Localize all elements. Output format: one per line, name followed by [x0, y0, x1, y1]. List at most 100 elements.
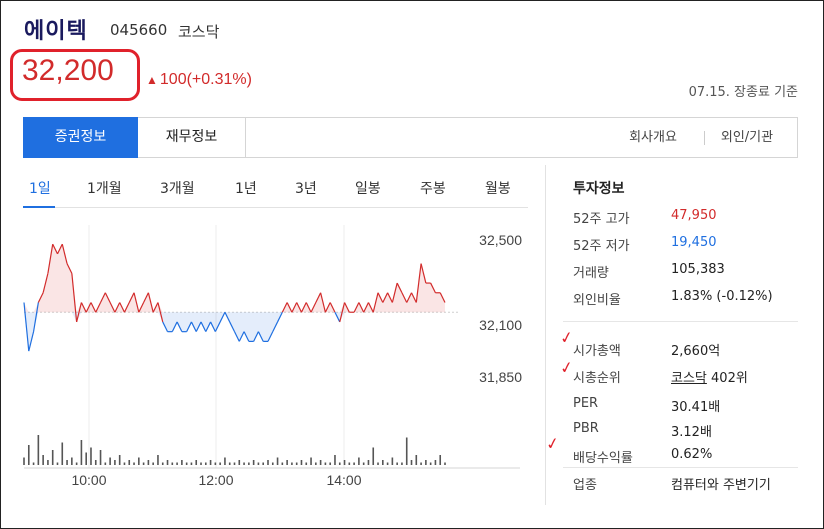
price-change: ▲ 100(+0.31%) — [146, 71, 252, 89]
price-segment — [162, 321, 169, 332]
volume-bar — [123, 462, 126, 465]
price-area — [24, 244, 445, 352]
volume-bar — [42, 455, 44, 465]
price-segment — [114, 302, 121, 313]
price-segment — [358, 302, 365, 313]
tab-foreign-institution[interactable]: 외인/기관 — [720, 130, 774, 145]
price-segment — [147, 292, 154, 313]
price-segment — [387, 292, 393, 303]
volume-bar — [286, 460, 288, 465]
volume-bar — [219, 462, 221, 465]
volume-bar — [109, 457, 111, 465]
price-segment — [406, 292, 413, 303]
x-tick-label: 12:00 — [198, 472, 233, 488]
y-tick-label: 32,500 — [479, 232, 522, 248]
price-segment — [128, 292, 135, 303]
volume-bar — [248, 462, 250, 465]
volume-bar — [142, 462, 145, 465]
volume-bar — [138, 457, 140, 465]
period-active-underline — [23, 206, 55, 208]
volume-bar — [353, 462, 355, 465]
volume-bar — [71, 457, 73, 465]
period-1y[interactable]: 1년 — [235, 181, 257, 197]
stock-name[interactable]: 에이텍 — [24, 19, 88, 44]
price-segment — [61, 244, 68, 264]
tab-financial-info[interactable]: 재무정보 — [138, 117, 246, 158]
period-daily[interactable]: 일봉 — [355, 181, 381, 197]
volume-bar — [61, 442, 64, 465]
price-segment — [439, 292, 446, 303]
volume-bar — [367, 460, 370, 465]
volume-bar — [386, 462, 389, 465]
info-divider — [563, 467, 798, 468]
price-segment — [430, 282, 436, 294]
price-segment — [377, 292, 384, 303]
price-segment — [233, 331, 240, 342]
volume-bar — [32, 462, 35, 465]
volume-bar — [152, 462, 154, 465]
info-value: 코스닥 402위 — [671, 367, 748, 386]
volume-bar — [276, 457, 279, 465]
info-value: 105,383 — [671, 262, 725, 277]
volume-bar — [329, 462, 331, 465]
tab-securities-info[interactable]: 증권정보 — [23, 117, 138, 158]
price-segment — [396, 282, 403, 294]
period-3y[interactable]: 3년 — [295, 181, 317, 197]
price-segment — [37, 292, 44, 303]
price-segment — [171, 321, 178, 332]
info-value: 3.12배 — [671, 425, 712, 440]
price-segment — [32, 302, 39, 332]
volume-bar — [377, 462, 379, 465]
info-label: 시총순위 — [573, 371, 621, 386]
price-segment — [415, 263, 422, 303]
intraday-chart[interactable]: 32,500 32,100 31,850 10:00 12:00 14:00 — [20, 215, 530, 490]
price-segment — [310, 302, 317, 313]
volume-bars — [23, 435, 446, 465]
volume-bar — [80, 440, 83, 465]
volume-bar — [176, 462, 178, 465]
price-segment — [123, 302, 130, 313]
price-segment — [95, 302, 102, 313]
price-segment — [224, 311, 231, 323]
volume-bar — [315, 462, 317, 465]
price-segment — [176, 321, 183, 332]
price-segment — [353, 302, 360, 313]
price-segment — [253, 331, 259, 342]
price-segment — [90, 302, 97, 313]
volume-bar — [37, 435, 40, 465]
volume-bar — [382, 460, 384, 465]
price-segment — [334, 311, 341, 323]
period-weekly[interactable]: 주봉 — [420, 181, 446, 197]
area-below-baseline — [24, 312, 445, 352]
volume-bar — [396, 462, 398, 465]
y-tick-label: 32,100 — [479, 317, 522, 333]
price-segment — [100, 292, 106, 303]
y-axis-labels: 32,500 32,100 31,850 — [479, 232, 522, 385]
volume-bar — [94, 460, 97, 465]
price-segment — [257, 331, 264, 342]
price-segment — [195, 321, 202, 332]
volume-bar — [338, 462, 341, 465]
price-segment — [76, 302, 82, 323]
y-tick-label: 31,850 — [479, 369, 522, 385]
period-1d[interactable]: 1일 — [29, 181, 51, 197]
x-tick-label: 10:00 — [71, 472, 106, 488]
market-link[interactable]: 코스닥 — [671, 371, 707, 386]
price-segment — [343, 302, 350, 313]
price-segment — [219, 311, 226, 323]
price-segment — [109, 302, 116, 313]
volume-bar — [310, 457, 312, 465]
stock-code: 045660 — [110, 21, 168, 39]
volume-bar — [51, 450, 54, 465]
price-line — [23, 243, 446, 352]
period-monthly[interactable]: 월봉 — [485, 181, 511, 197]
volume-bar — [195, 460, 198, 465]
tab-company-overview[interactable]: 회사개요 — [629, 130, 677, 145]
price-segment — [363, 302, 369, 313]
volume-bar — [90, 447, 92, 465]
volume-bar — [439, 455, 442, 465]
price-segment — [210, 321, 216, 332]
period-3m[interactable]: 3개월 — [160, 181, 195, 197]
period-1m[interactable]: 1개월 — [87, 181, 122, 197]
volume-bar — [185, 462, 188, 465]
